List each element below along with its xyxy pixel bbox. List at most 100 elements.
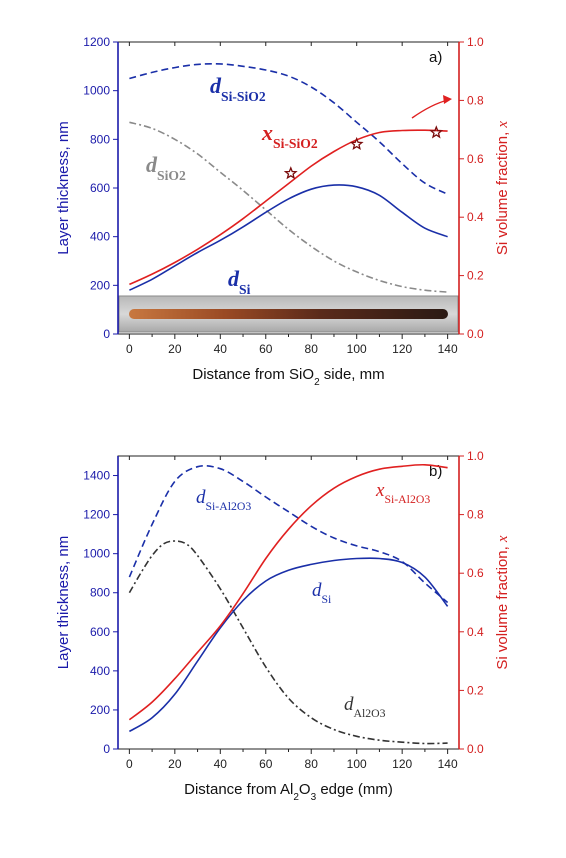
label-d-al2o3-part: 2 bbox=[365, 707, 371, 720]
x-tick-label: 80 bbox=[305, 342, 319, 356]
y-right-axis-title-var: x bbox=[495, 121, 511, 129]
arrow-to-right-axis bbox=[411, 99, 449, 119]
x-tick-label: 100 bbox=[347, 757, 367, 771]
x-tick-label: 120 bbox=[392, 342, 412, 356]
y-left-tick-label: 400 bbox=[90, 230, 110, 244]
x-tick-label: 60 bbox=[259, 757, 273, 771]
label-d-si-part: d bbox=[228, 266, 240, 291]
label-d-si: dSi bbox=[228, 266, 251, 297]
label-d-si-sio2-part: d bbox=[210, 73, 222, 98]
data-point-star bbox=[283, 166, 298, 180]
x-axis-title: Distance from Al2O3 edge (mm) bbox=[184, 781, 393, 803]
label-d-al2o3-part: d bbox=[344, 694, 354, 715]
series-line-3 bbox=[128, 463, 448, 721]
x-tick-label: 120 bbox=[392, 757, 412, 771]
x-axis-title-part: Distance from SiO bbox=[192, 366, 314, 383]
y-left-tick-label: 400 bbox=[90, 664, 110, 678]
y-left-tick-label: 1200 bbox=[83, 35, 110, 49]
y-left-tick-label: 1000 bbox=[83, 84, 110, 98]
series-line-0 bbox=[129, 62, 448, 195]
series-line-2 bbox=[128, 557, 449, 733]
y-right-axis-title-var: x bbox=[495, 535, 511, 543]
y-right-tick-label: 1.0 bbox=[467, 449, 484, 463]
x-tick-label: 40 bbox=[214, 757, 228, 771]
data-point-star bbox=[429, 125, 444, 139]
series-line-2 bbox=[129, 184, 448, 291]
y-right-tick-label: 1.0 bbox=[467, 35, 484, 49]
y-left-axis-title: Layer thickness, nm bbox=[55, 536, 72, 669]
y-right-tick-label: 0.4 bbox=[467, 625, 484, 639]
y-right-tick-label: 0.8 bbox=[467, 93, 484, 107]
label-x-si-al2o3-part: O bbox=[416, 493, 425, 506]
label-x-si-sio2-part: x bbox=[261, 120, 273, 145]
label-x-si-al2o3-part: Si-Al bbox=[384, 493, 410, 506]
label-x-si-al2o3: xSi-Al2O3 bbox=[375, 480, 430, 506]
y-left-tick-label: 800 bbox=[90, 586, 110, 600]
panel-label: a) bbox=[429, 49, 442, 66]
label-d-si-al2o3-part: 2 bbox=[231, 500, 237, 513]
x-axis-title-sub: 3 bbox=[311, 792, 317, 803]
y-right-tick-label: 0.0 bbox=[467, 742, 484, 756]
y-right-tick-label: 0.2 bbox=[467, 269, 484, 283]
x-axis-title-part: Distance from Al bbox=[184, 781, 293, 798]
x-axis-title: Distance from SiO2 side, mm bbox=[192, 366, 384, 388]
series-line-1 bbox=[129, 121, 448, 293]
label-x-si-sio2-part: 2 bbox=[311, 136, 318, 151]
label-d-sio2-part: d bbox=[146, 152, 158, 177]
label-d-si-b-part: Si bbox=[322, 593, 333, 606]
plot-frame bbox=[117, 41, 460, 335]
label-d-al2o3-part: Al bbox=[354, 707, 366, 720]
label-d-al2o3: dAl2O3 bbox=[344, 694, 386, 720]
y-left-tick-label: 200 bbox=[90, 703, 110, 717]
x-tick-label: 60 bbox=[259, 342, 273, 356]
y-right-tick-label: 0.2 bbox=[467, 683, 484, 697]
y-right-axis-title: Si volume fraction, x bbox=[494, 535, 511, 670]
y-right-tick-label: 0.4 bbox=[467, 210, 484, 224]
label-d-si-sio2: dSi-SiO2 bbox=[210, 73, 266, 104]
x-axis-title-part: O bbox=[299, 781, 311, 798]
y-left-tick-label: 0 bbox=[103, 327, 110, 341]
label-d-si-al2o3-part: d bbox=[196, 487, 206, 508]
series-line-0 bbox=[128, 464, 449, 604]
x-axis-title-sub: 2 bbox=[293, 792, 299, 803]
y-left-tick-label: 1200 bbox=[83, 508, 110, 522]
chart-panel-a: 0 20 40 60 80 100 120 140 0 200 400 600 800 1000 1200 0… bbox=[55, 35, 511, 388]
y-left-tick-label: 1400 bbox=[83, 469, 110, 483]
arrow-head bbox=[443, 95, 452, 104]
label-d-al2o3-part: 3 bbox=[380, 707, 386, 720]
label-x-si-sio2-part: Si-SiO bbox=[273, 136, 311, 151]
x-tick-label: 100 bbox=[347, 342, 367, 356]
x-tick-label: 80 bbox=[305, 757, 319, 771]
y-right-axis-title-part: Si volume fraction, bbox=[494, 128, 511, 256]
y-left-axis-title: Layer thickness, nm bbox=[55, 121, 72, 254]
x-tick-label: 140 bbox=[438, 757, 458, 771]
y-right-tick-label: 0.0 bbox=[467, 327, 484, 341]
panel-label: b) bbox=[429, 463, 442, 480]
x-tick-label: 20 bbox=[168, 342, 182, 356]
label-x-si-sio2: xSi-SiO2 bbox=[261, 120, 318, 151]
x-axis-title-part: edge (mm) bbox=[316, 781, 393, 798]
series-line-3 bbox=[129, 129, 448, 286]
label-d-si-al2o3-part: O bbox=[237, 500, 246, 513]
y-left-tick-label: 600 bbox=[90, 181, 110, 195]
label-d-si-part: Si bbox=[239, 282, 251, 297]
label-x-si-al2o3-part: x bbox=[375, 480, 385, 501]
chart-panel-b: 0 20 40 60 80 100 120 1400200400600800100012001… bbox=[55, 449, 511, 803]
y-right-tick-label: 0.6 bbox=[467, 566, 484, 580]
x-tick-label: 0 bbox=[126, 757, 133, 771]
y-right-tick-label: 0.8 bbox=[467, 508, 484, 522]
label-d-si-b-part: d bbox=[312, 580, 322, 601]
label-d-si-sio2-part: Si-SiO bbox=[221, 89, 259, 104]
label-d-si-b: dSi bbox=[312, 580, 332, 606]
label-d-sio2: dSiO2 bbox=[146, 152, 186, 183]
y-right-axis-title-part: Si volume fraction, bbox=[494, 542, 511, 670]
y-left-tick-label: 200 bbox=[90, 278, 110, 292]
x-tick-label: 140 bbox=[438, 342, 458, 356]
x-tick-label: 20 bbox=[168, 757, 182, 771]
label-d-si-al2o3-part: Si-Al bbox=[206, 500, 232, 513]
label-x-si-al2o3-part: 2 bbox=[410, 493, 416, 506]
x-axis-title-sub: 2 bbox=[314, 377, 320, 388]
label-d-si-al2o3-part: 3 bbox=[245, 500, 251, 513]
sample-rod bbox=[129, 309, 448, 319]
